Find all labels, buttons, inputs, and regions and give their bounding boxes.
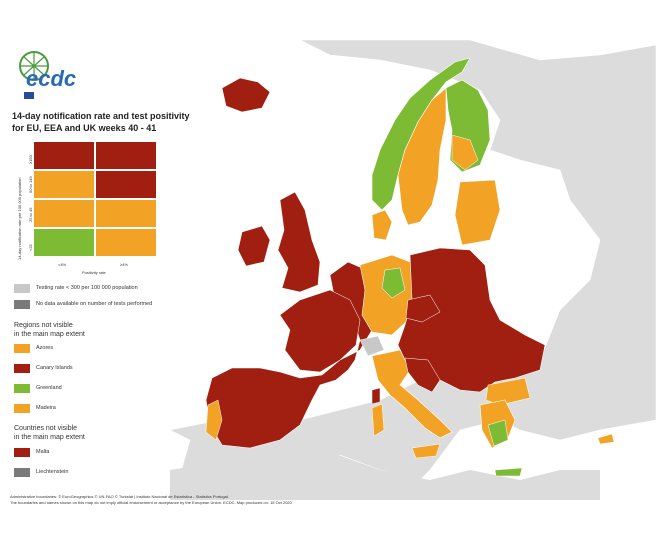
matrix-cell: [34, 171, 94, 198]
matrix-y-tick: 25 to 49: [28, 207, 33, 222]
testing-legend: Testing rate < 300 per 100 000 populatio…: [14, 284, 234, 318]
matrix-cell: [34, 229, 94, 256]
regions-heading: Regions not visible in the main map exte…: [14, 322, 85, 338]
legend-label: Madeira: [36, 405, 56, 411]
matrix-cell: [96, 171, 156, 198]
matrix-x-ticks: <4% ≥4%: [34, 262, 159, 270]
uk: [277, 191, 321, 293]
map-title: 14-day notification rate and test positi…: [12, 111, 190, 133]
sardinia: [371, 403, 385, 437]
sweden: [397, 87, 447, 226]
legend-swatch: [14, 404, 30, 413]
czechia: [405, 294, 441, 323]
risk-matrix: [34, 142, 159, 260]
sicily: [411, 443, 441, 459]
greece-green: [487, 419, 509, 447]
matrix-y-tick: <25: [28, 244, 33, 251]
ecdc-logo: [19, 51, 49, 99]
legend-label: Malta: [36, 449, 50, 455]
matrix-x-tick: ≥4%: [120, 262, 128, 267]
central-eastern-europe: [397, 247, 546, 393]
matrix-y-axis-label: 14-day notification rate per 100 000 pop…: [17, 177, 22, 260]
matrix-x-axis-label: Positivity rate: [82, 270, 106, 275]
bulgaria: [485, 377, 531, 406]
matrix-y-tick: 50 to 149: [28, 176, 33, 193]
portugal: [205, 399, 223, 441]
legend-label: No data available on number of tests per…: [36, 301, 153, 307]
cyprus: [597, 433, 615, 445]
legend-label: Canary Islands: [36, 365, 73, 371]
crete: [494, 467, 523, 477]
ireland: [237, 225, 271, 267]
legend-label: Azores: [36, 345, 54, 351]
countries-legend: Malta Liechtenstein: [14, 448, 214, 488]
matrix-y-tick: ≥150: [28, 155, 33, 164]
legend-swatch: [14, 364, 30, 373]
legend-label: Testing rate < 300 per 100 000 populatio…: [36, 285, 138, 291]
matrix-cell: [34, 142, 94, 169]
iceland: [221, 77, 271, 113]
matrix-x-tick: <4%: [58, 262, 67, 267]
legend-label: Liechtenstein: [36, 469, 69, 475]
north-africa: [170, 452, 600, 500]
legend-swatch: [14, 448, 30, 457]
france: [279, 289, 361, 373]
croatia: [404, 357, 441, 393]
switzerland: [359, 335, 385, 357]
legend-swatch: [14, 300, 30, 309]
finland-south: [451, 134, 479, 171]
matrix-cell: [96, 229, 156, 256]
footer-note: Administrative boundaries: © EuroGeograp…: [10, 494, 292, 505]
norway: [371, 57, 471, 211]
matrix-cell: [96, 200, 156, 227]
matrix-cell: [96, 142, 156, 169]
legend-swatch: [14, 384, 30, 393]
legend-swatch: [14, 284, 30, 293]
legend-swatch: [14, 344, 30, 353]
matrix-cell: [34, 200, 94, 227]
baltics: [454, 179, 501, 246]
regions-legend: Azores Canary Islands Greenland Madeira: [14, 344, 214, 424]
countries-heading: Countries not visible in the main map ex…: [14, 425, 85, 441]
germany-green: [381, 267, 406, 299]
legend-label: Greenland: [36, 385, 62, 391]
logo-text: ecdc: [26, 66, 77, 91]
denmark: [371, 209, 393, 241]
legend-swatch: [14, 468, 30, 477]
corsica: [371, 387, 381, 405]
